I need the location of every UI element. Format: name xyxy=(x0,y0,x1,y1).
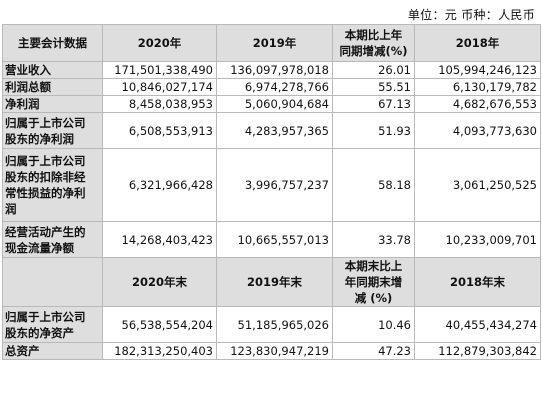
value-cell: 6,321,966,428 xyxy=(102,148,217,222)
cell-text-line: 股东的净资产 xyxy=(5,325,74,340)
change-percent-cell: 58.18 xyxy=(332,148,415,222)
value-cell: 10,233,009,701 xyxy=(414,221,541,258)
value-cell: 3,061,250,525 xyxy=(414,148,541,222)
row-label: 归属于上市公司 股东的净资产 xyxy=(2,306,103,343)
value-cell: 5,060,904,684 xyxy=(216,95,333,113)
value-cell: 6,508,553,913 xyxy=(102,112,217,149)
row-label: 经营活动产生的 现金流量净额 xyxy=(2,221,103,258)
value-cell: 10,665,557,013 xyxy=(216,221,333,258)
cell-text-line: 股东的净利润 xyxy=(5,131,74,146)
table-row: 经营活动产生的 现金流量净额 14,268,403,423 10,665,557,01… xyxy=(2,221,541,258)
cell-text-line: 现金流量净额 xyxy=(5,240,74,255)
row-label: 归属于上市公司 股东的净利润 xyxy=(2,112,103,149)
change-percent-cell: 51.93 xyxy=(332,112,415,149)
change-percent-cell: 67.13 xyxy=(332,95,415,113)
row-label: 总资产 xyxy=(2,342,103,360)
table-row: 营业收入 171,501,338,490 136,097,978,018 26.01 1… xyxy=(2,61,541,79)
cell-text-line: 归属于上市公司 xyxy=(5,154,86,168)
column-header: 2019年 xyxy=(216,24,333,62)
change-percent-cell: 47.23 xyxy=(332,342,415,360)
change-percent-cell: 26.01 xyxy=(332,61,415,79)
value-cell: 6,974,278,766 xyxy=(216,78,333,96)
column-header: 本期比上年同期增减(%) xyxy=(332,24,415,62)
row-label: 营业收入 xyxy=(2,61,103,79)
value-cell: 136,097,978,018 xyxy=(216,61,333,79)
column-header xyxy=(2,257,103,307)
cell-text-line: 本期末比上 xyxy=(344,259,403,273)
cell-text-line: 润 xyxy=(5,202,17,216)
cell-text-line: 利润总额 xyxy=(5,80,51,94)
table-row: 总资产 182,313,250,403 123,830,947,219 47.23 11… xyxy=(2,342,541,360)
cell-text-line: 本期比上年 xyxy=(344,28,403,42)
cell-text-line: 净利润 xyxy=(5,97,40,111)
column-header: 2018年 xyxy=(414,24,541,62)
value-cell: 51,185,965,026 xyxy=(216,306,333,343)
value-cell: 105,994,246,123 xyxy=(414,61,541,79)
table-row: 净利润 8,458,038,953 5,060,904,684 67.13 4,682,… xyxy=(2,95,541,113)
cell-text-line: 同期增减(%) xyxy=(339,44,408,58)
financial-data-table: 主要会计数据 2020年 2019年 本期比上年 同期增减(%) 2018年 营业收入 171… xyxy=(2,24,541,360)
value-cell: 56,538,554,204 xyxy=(102,306,217,343)
value-cell: 4,283,957,365 xyxy=(216,112,333,149)
row-label: 利润总额 xyxy=(2,78,103,96)
cell-text-line: 年同期末增 xyxy=(344,275,403,289)
value-cell: 3,996,757,237 xyxy=(216,148,333,222)
cell-text-line: 营业收入 xyxy=(5,63,51,77)
cell-text-line: 经营活动产生的 xyxy=(5,224,86,239)
column-header: 2020年末 xyxy=(102,257,217,307)
cell-text-line: 股东的扣除非经 xyxy=(5,170,86,184)
row-label: 归属于上市公司 股东的扣除非经 常性损益的净利润 xyxy=(2,148,103,222)
value-cell: 123,830,947,219 xyxy=(216,342,333,360)
cell-text-line: 总资产 xyxy=(5,344,40,358)
value-cell: 8,458,038,953 xyxy=(102,95,217,113)
column-header: 2018年末 xyxy=(414,257,541,307)
unit-note: 单位：元 币种：人民币 xyxy=(407,8,535,22)
table-row: 归属于上市公司 股东的净利润 6,508,553,913 4,283,957,365 5… xyxy=(2,112,541,149)
value-cell: 4,093,773,630 xyxy=(414,112,541,149)
table-row: 利润总额 10,846,027,174 6,974,278,766 55.51 6,13… xyxy=(2,78,541,96)
column-header: 主要会计数据 xyxy=(2,24,103,62)
change-percent-cell: 10.46 xyxy=(332,306,415,343)
column-header: 本期末比上年同期末增减 (%) xyxy=(332,257,415,307)
cell-text-line: 归属于上市公司 xyxy=(5,115,86,130)
value-cell: 171,501,338,490 xyxy=(102,61,217,79)
value-cell: 14,268,403,423 xyxy=(102,221,217,258)
value-cell: 182,313,250,403 xyxy=(102,342,217,360)
table-header-row: 主要会计数据 2020年 2019年 本期比上年 同期增减(%) 2018年 xyxy=(2,24,541,62)
row-label: 净利润 xyxy=(2,95,103,113)
table-row: 归属于上市公司 股东的扣除非经 常性损益的净利润 6,321,966,428 3,996… xyxy=(2,148,541,222)
value-cell: 112,879,303,842 xyxy=(414,342,541,360)
cell-text-line: 减 (%) xyxy=(354,291,393,305)
change-percent-cell: 55.51 xyxy=(332,78,415,96)
cell-text-line: 归属于上市公司 xyxy=(5,309,86,324)
column-header: 2020年 xyxy=(102,24,217,62)
value-cell: 4,682,676,553 xyxy=(414,95,541,113)
cell-text-line: 常性损益的净利 xyxy=(5,186,86,200)
change-percent-cell: 33.78 xyxy=(332,221,415,258)
table-header-row: 2020年末 2019年末 本期末比上 年同期末增减 (%) 2018年末 xyxy=(2,257,541,307)
value-cell: 10,846,027,174 xyxy=(102,78,217,96)
value-cell: 40,455,434,274 xyxy=(414,306,541,343)
value-cell: 6,130,179,782 xyxy=(414,78,541,96)
column-header: 2019年末 xyxy=(216,257,333,307)
table-row: 归属于上市公司 股东的净资产 56,538,554,204 51,185,965,02… xyxy=(2,306,541,343)
